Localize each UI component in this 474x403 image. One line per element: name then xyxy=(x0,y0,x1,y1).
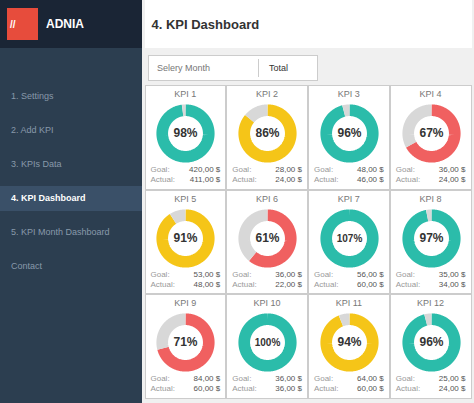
svg-text:86%: 86% xyxy=(256,126,280,140)
html-text:Actual:: Actual: xyxy=(150,175,175,184)
html-text:5. KPI Month Dashboard: 5. KPI Month Dashboard xyxy=(11,227,110,237)
html-text:ADNIA: ADNIA xyxy=(46,17,84,31)
html-text:KPI 6: KPI 6 xyxy=(256,193,279,204)
html-text:KPI 7: KPI 7 xyxy=(337,193,360,204)
html-text:Goal:: Goal: xyxy=(395,374,415,384)
html-text:1. Settings: 1. Settings xyxy=(11,91,54,101)
html-text:56,00 $: 56,00 $ xyxy=(357,269,384,279)
html-text:Goal:: Goal: xyxy=(232,165,252,174)
html-text:4. KPI Dashboard: 4. KPI Dashboard xyxy=(151,16,260,32)
html-text:KPI 10: KPI 10 xyxy=(253,298,281,309)
svg-text:100%: 100% xyxy=(255,337,281,348)
html-text:46,00 $: 46,00 $ xyxy=(357,175,384,184)
html-text:KPI 1: KPI 1 xyxy=(174,89,197,99)
html-text:Goal:: Goal: xyxy=(395,165,415,174)
html-text:Total: Total xyxy=(269,63,288,73)
html-text:Actual:: Actual: xyxy=(314,175,339,184)
html-text:22,00 $: 22,00 $ xyxy=(275,279,302,289)
html-text:KPI 2: KPI 2 xyxy=(256,89,279,99)
html-text:24,00 $: 24,00 $ xyxy=(438,175,466,184)
html-text:36,00 $: 36,00 $ xyxy=(275,384,302,394)
html-text:Selery Month: Selery Month xyxy=(157,63,210,73)
html-text:Contact: Contact xyxy=(11,261,42,271)
html-text:64,00 $: 64,00 $ xyxy=(357,374,384,384)
svg-text:96%: 96% xyxy=(419,336,443,350)
html-text:Goal:: Goal: xyxy=(395,269,415,279)
html-text:Goal:: Goal: xyxy=(150,165,170,174)
html-text:Goal:: Goal: xyxy=(150,374,170,384)
html-text:36,00 $: 36,00 $ xyxy=(275,374,302,384)
html-text:Actual:: Actual: xyxy=(314,384,339,394)
html-text:KPI 3: KPI 3 xyxy=(337,89,360,99)
html-text:48,00 $: 48,00 $ xyxy=(357,165,384,174)
svg-text:61%: 61% xyxy=(256,231,280,245)
html-text:35,00 $: 35,00 $ xyxy=(438,269,466,279)
svg-text:98%: 98% xyxy=(174,126,198,140)
html-text:Goal:: Goal: xyxy=(150,269,170,279)
html-text:36,00 $: 36,00 $ xyxy=(275,269,302,279)
html-text:KPI 5: KPI 5 xyxy=(174,193,197,204)
svg-text:67%: 67% xyxy=(419,126,443,140)
html-text:420,00 $: 420,00 $ xyxy=(189,165,221,174)
html-text:KPI 9: KPI 9 xyxy=(174,298,197,309)
html-text:25,00 $: 25,00 $ xyxy=(438,374,466,384)
svg-text:97%: 97% xyxy=(419,231,443,245)
html-text:60,00 $: 60,00 $ xyxy=(357,279,384,289)
html-text:60,00 $: 60,00 $ xyxy=(357,384,384,394)
svg-text:91%: 91% xyxy=(174,231,198,245)
html-text:Actual:: Actual: xyxy=(395,279,421,289)
html-text:3. KPIs Data: 3. KPIs Data xyxy=(11,159,62,169)
html-text:Goal:: Goal: xyxy=(314,374,334,384)
html-text:48,00 $: 48,00 $ xyxy=(193,279,221,289)
html-text:Actual:: Actual: xyxy=(150,384,175,394)
html-text:411,00 $: 411,00 $ xyxy=(189,175,221,184)
html-text:KPI 11: KPI 11 xyxy=(335,298,362,309)
html-text:Goal:: Goal: xyxy=(232,269,252,279)
html-text:Actual:: Actual: xyxy=(314,279,339,289)
html-text:60,00 $: 60,00 $ xyxy=(193,384,221,394)
svg-text:96%: 96% xyxy=(337,126,361,140)
html-text:Actual:: Actual: xyxy=(232,279,257,289)
html-text:4. KPI Dashboard: 4. KPI Dashboard xyxy=(11,193,86,203)
html-text:Goal:: Goal: xyxy=(232,374,252,384)
html-text:Actual:: Actual: xyxy=(150,279,175,289)
html-text:53,00 $: 53,00 $ xyxy=(193,269,221,279)
html-text:Actual:: Actual: xyxy=(232,175,257,184)
html-text:KPI 12: KPI 12 xyxy=(417,298,445,309)
html-text:Actual:: Actual: xyxy=(395,384,421,394)
html-text:Goal:: Goal: xyxy=(314,269,334,279)
html-text:28,00 $: 28,00 $ xyxy=(275,165,302,174)
html-text:84,00 $: 84,00 $ xyxy=(193,374,221,384)
html-text:KPI 8: KPI 8 xyxy=(419,193,442,204)
html-text:24,00 $: 24,00 $ xyxy=(438,384,466,394)
html-text:Actual:: Actual: xyxy=(232,384,257,394)
html-text:KPI 4: KPI 4 xyxy=(419,89,442,99)
svg-text:94%: 94% xyxy=(337,336,361,350)
html-text:Goal:: Goal: xyxy=(314,165,334,174)
html-text:34,00 $: 34,00 $ xyxy=(438,279,466,289)
svg-text:71%: 71% xyxy=(174,336,198,350)
html-text:Actual:: Actual: xyxy=(395,175,421,184)
html-text:36,00 $: 36,00 $ xyxy=(438,165,466,174)
html-text:2. Add KPI: 2. Add KPI xyxy=(11,125,54,135)
svg-text:107%: 107% xyxy=(337,232,363,243)
html-text:24,00 $: 24,00 $ xyxy=(275,175,302,184)
